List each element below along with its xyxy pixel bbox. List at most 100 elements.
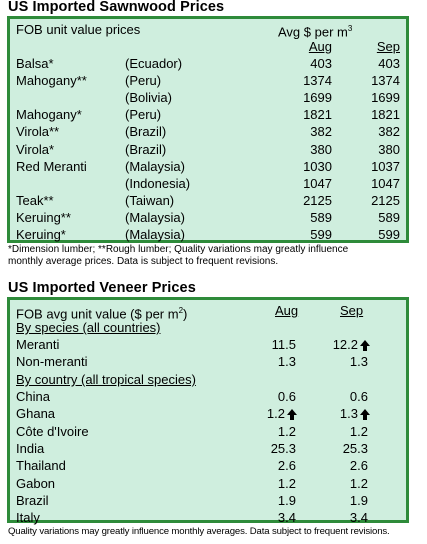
sawnwood-sep-value: 403 bbox=[378, 56, 400, 71]
sawnwood-aug-value: 1047 bbox=[303, 175, 332, 191]
veneer-name: Gabon bbox=[16, 475, 56, 491]
veneer-sep-value: 25.3 bbox=[342, 440, 368, 456]
sawnwood-sep-value: 1699 bbox=[371, 90, 400, 106]
sawnwood-species: Teak** bbox=[16, 192, 54, 208]
veneer-name: China bbox=[16, 389, 50, 404]
sawnwood-aug-value: 599 bbox=[310, 227, 332, 242]
veneer-aug-value: 1.3 bbox=[277, 354, 296, 370]
sawnwood-col-aug: Aug bbox=[308, 39, 332, 54]
sawnwood-sep-value: 382 bbox=[378, 124, 400, 140]
veneer-aug-value: 3.4 bbox=[277, 510, 296, 526]
up-arrow-icon bbox=[360, 409, 370, 421]
sawnwood-aug-value: 382 bbox=[310, 124, 332, 140]
sawnwood-aug-value: 1374 bbox=[303, 73, 332, 89]
sawnwood-species: Balsa* bbox=[16, 56, 54, 71]
veneer-aug-value: 1.9 bbox=[277, 492, 296, 508]
sawnwood-row: Keruing* (Malaysia) 599 599 bbox=[10, 226, 406, 244]
sawnwood-origin: (Taiwan) bbox=[125, 192, 175, 208]
sawnwood-aug-value: 380 bbox=[310, 141, 332, 157]
veneer-sep-value: 1.2 bbox=[349, 475, 368, 491]
veneer-section-country: By country (all tropical species) bbox=[10, 371, 406, 389]
veneer-name: Thailand bbox=[16, 458, 66, 474]
veneer-row: Non-meranti 1.3 1.3 bbox=[10, 353, 406, 371]
sawnwood-sep-value: 380 bbox=[378, 141, 400, 157]
sawnwood-row: Virola* (Brazil) 380 380 bbox=[10, 141, 406, 159]
sawnwood-origin: (Brazil) bbox=[125, 124, 167, 140]
veneer-section-species: By species (all countries) bbox=[10, 319, 406, 337]
veneer-aug-value: 11.5 bbox=[271, 337, 296, 352]
sawnwood-origin: (Peru) bbox=[125, 107, 162, 123]
veneer-row: India 25.3 25.3 bbox=[10, 440, 406, 458]
sawnwood-col-header-row: Aug Sep bbox=[10, 38, 406, 56]
veneer-name: India bbox=[16, 440, 45, 456]
sawnwood-header-unit: Avg $ per m3 bbox=[278, 24, 353, 40]
veneer-section-country-label: By country (all tropical species) bbox=[16, 372, 196, 387]
veneer-aug-value: 25.3 bbox=[270, 440, 296, 456]
sawnwood-row: Red Meranti (Malaysia) 1030 1037 bbox=[10, 158, 406, 176]
sawnwood-footnote: *Dimension lumber; **Rough lumber; Quali… bbox=[8, 244, 348, 267]
sawnwood-origin: (Ecuador) bbox=[125, 56, 183, 71]
veneer-sep-value: 1.3 bbox=[349, 354, 368, 370]
sawnwood-row: Balsa* (Ecuador) 403 403 bbox=[10, 55, 406, 73]
sawnwood-sep-value: 1037 bbox=[371, 158, 400, 174]
veneer-section-species-label: By species (all countries) bbox=[16, 320, 161, 335]
up-arrow-icon bbox=[287, 409, 297, 421]
veneer-row: China 0.6 0.6 bbox=[10, 388, 406, 406]
veneer-name: Ghana bbox=[16, 406, 56, 422]
veneer-col-sep: Sep bbox=[340, 303, 364, 318]
sawnwood-row: Mahogany* (Peru) 1821 1821 bbox=[10, 106, 406, 124]
sawnwood-sep-value: 2125 bbox=[371, 192, 400, 208]
sawnwood-row: (Bolivia) 1699 1699 bbox=[10, 89, 406, 107]
sawnwood-origin: (Bolivia) bbox=[125, 90, 172, 106]
veneer-aug-value: 1.2 bbox=[277, 475, 296, 491]
veneer-table: FOB avg unit value ($ per m2) Aug Sep By… bbox=[7, 297, 409, 525]
veneer-sep-value: 1.3 bbox=[339, 406, 358, 422]
sawnwood-species: Red Meranti bbox=[16, 158, 87, 174]
sawnwood-origin: (Brazil) bbox=[125, 141, 167, 157]
sawnwood-sep-value: 1047 bbox=[371, 175, 400, 191]
sawnwood-row: Virola** (Brazil) 382 382 bbox=[10, 123, 406, 141]
veneer-sep-value: 3.4 bbox=[349, 510, 368, 526]
sawnwood-species: Virola** bbox=[16, 124, 60, 140]
veneer-row: Ghana 1.2 1.3 bbox=[10, 405, 406, 423]
sawnwood-footnote-line1: *Dimension lumber; **Rough lumber; Quali… bbox=[8, 244, 349, 255]
sawnwood-sep-value: 589 bbox=[378, 209, 400, 225]
sawnwood-aug-value: 403 bbox=[310, 56, 332, 71]
sawnwood-species: Virola* bbox=[16, 141, 55, 157]
veneer-footnote: Quality variations may greatly influence… bbox=[8, 526, 390, 537]
sawnwood-sep-value: 1374 bbox=[371, 73, 400, 89]
sawnwood-row: Keruing** (Malaysia) 589 589 bbox=[10, 209, 406, 227]
sawnwood-origin: (Malaysia) bbox=[125, 158, 185, 174]
veneer-sep-value: 1.2 bbox=[349, 423, 368, 439]
sawnwood-header-label: FOB unit value prices bbox=[16, 22, 141, 37]
veneer-sep-value: 12.2 bbox=[332, 337, 358, 352]
sawnwood-footnote-line2: monthly average prices. Data is subject … bbox=[8, 255, 279, 267]
veneer-name: Meranti bbox=[16, 337, 60, 352]
veneer-sep-value: 0.6 bbox=[349, 389, 368, 404]
veneer-name: Brazil bbox=[16, 492, 49, 508]
sawnwood-species: Keruing** bbox=[16, 209, 71, 225]
sawnwood-aug-value: 1699 bbox=[303, 90, 332, 106]
veneer-aug-value: 0.6 bbox=[277, 389, 296, 404]
sawnwood-aug-value: 1030 bbox=[303, 158, 332, 174]
sawnwood-row: (Indonesia) 1047 1047 bbox=[10, 175, 406, 193]
sawnwood-origin: (Malaysia) bbox=[125, 209, 185, 225]
sawnwood-species: Mahogany** bbox=[16, 73, 87, 89]
veneer-name: Côte d'Ivoire bbox=[16, 423, 89, 439]
sawnwood-aug-value: 1821 bbox=[303, 107, 332, 123]
sawnwood-title: US Imported Sawnwood Prices bbox=[8, 0, 225, 15]
sawnwood-header-row: FOB unit value prices Avg $ per m3 bbox=[10, 21, 406, 39]
veneer-sep-value: 1.9 bbox=[349, 492, 368, 508]
up-arrow-icon bbox=[360, 340, 370, 351]
veneer-sep-value: 2.6 bbox=[349, 458, 368, 474]
veneer-col-aug: Aug bbox=[275, 303, 299, 318]
veneer-aug-value: 2.6 bbox=[277, 458, 296, 474]
sawnwood-table: FOB unit value prices Avg $ per m3 Aug S… bbox=[7, 16, 409, 243]
sawnwood-origin: (Peru) bbox=[125, 73, 162, 89]
sawnwood-aug-value: 589 bbox=[310, 209, 332, 225]
sawnwood-origin: (Malaysia) bbox=[125, 227, 185, 242]
sawnwood-sep-value: 599 bbox=[378, 227, 400, 242]
veneer-row: Meranti 11.5 12.2 bbox=[10, 336, 406, 354]
sawnwood-aug-value: 2125 bbox=[303, 192, 332, 208]
veneer-row: Brazil 1.9 1.9 bbox=[10, 492, 406, 510]
